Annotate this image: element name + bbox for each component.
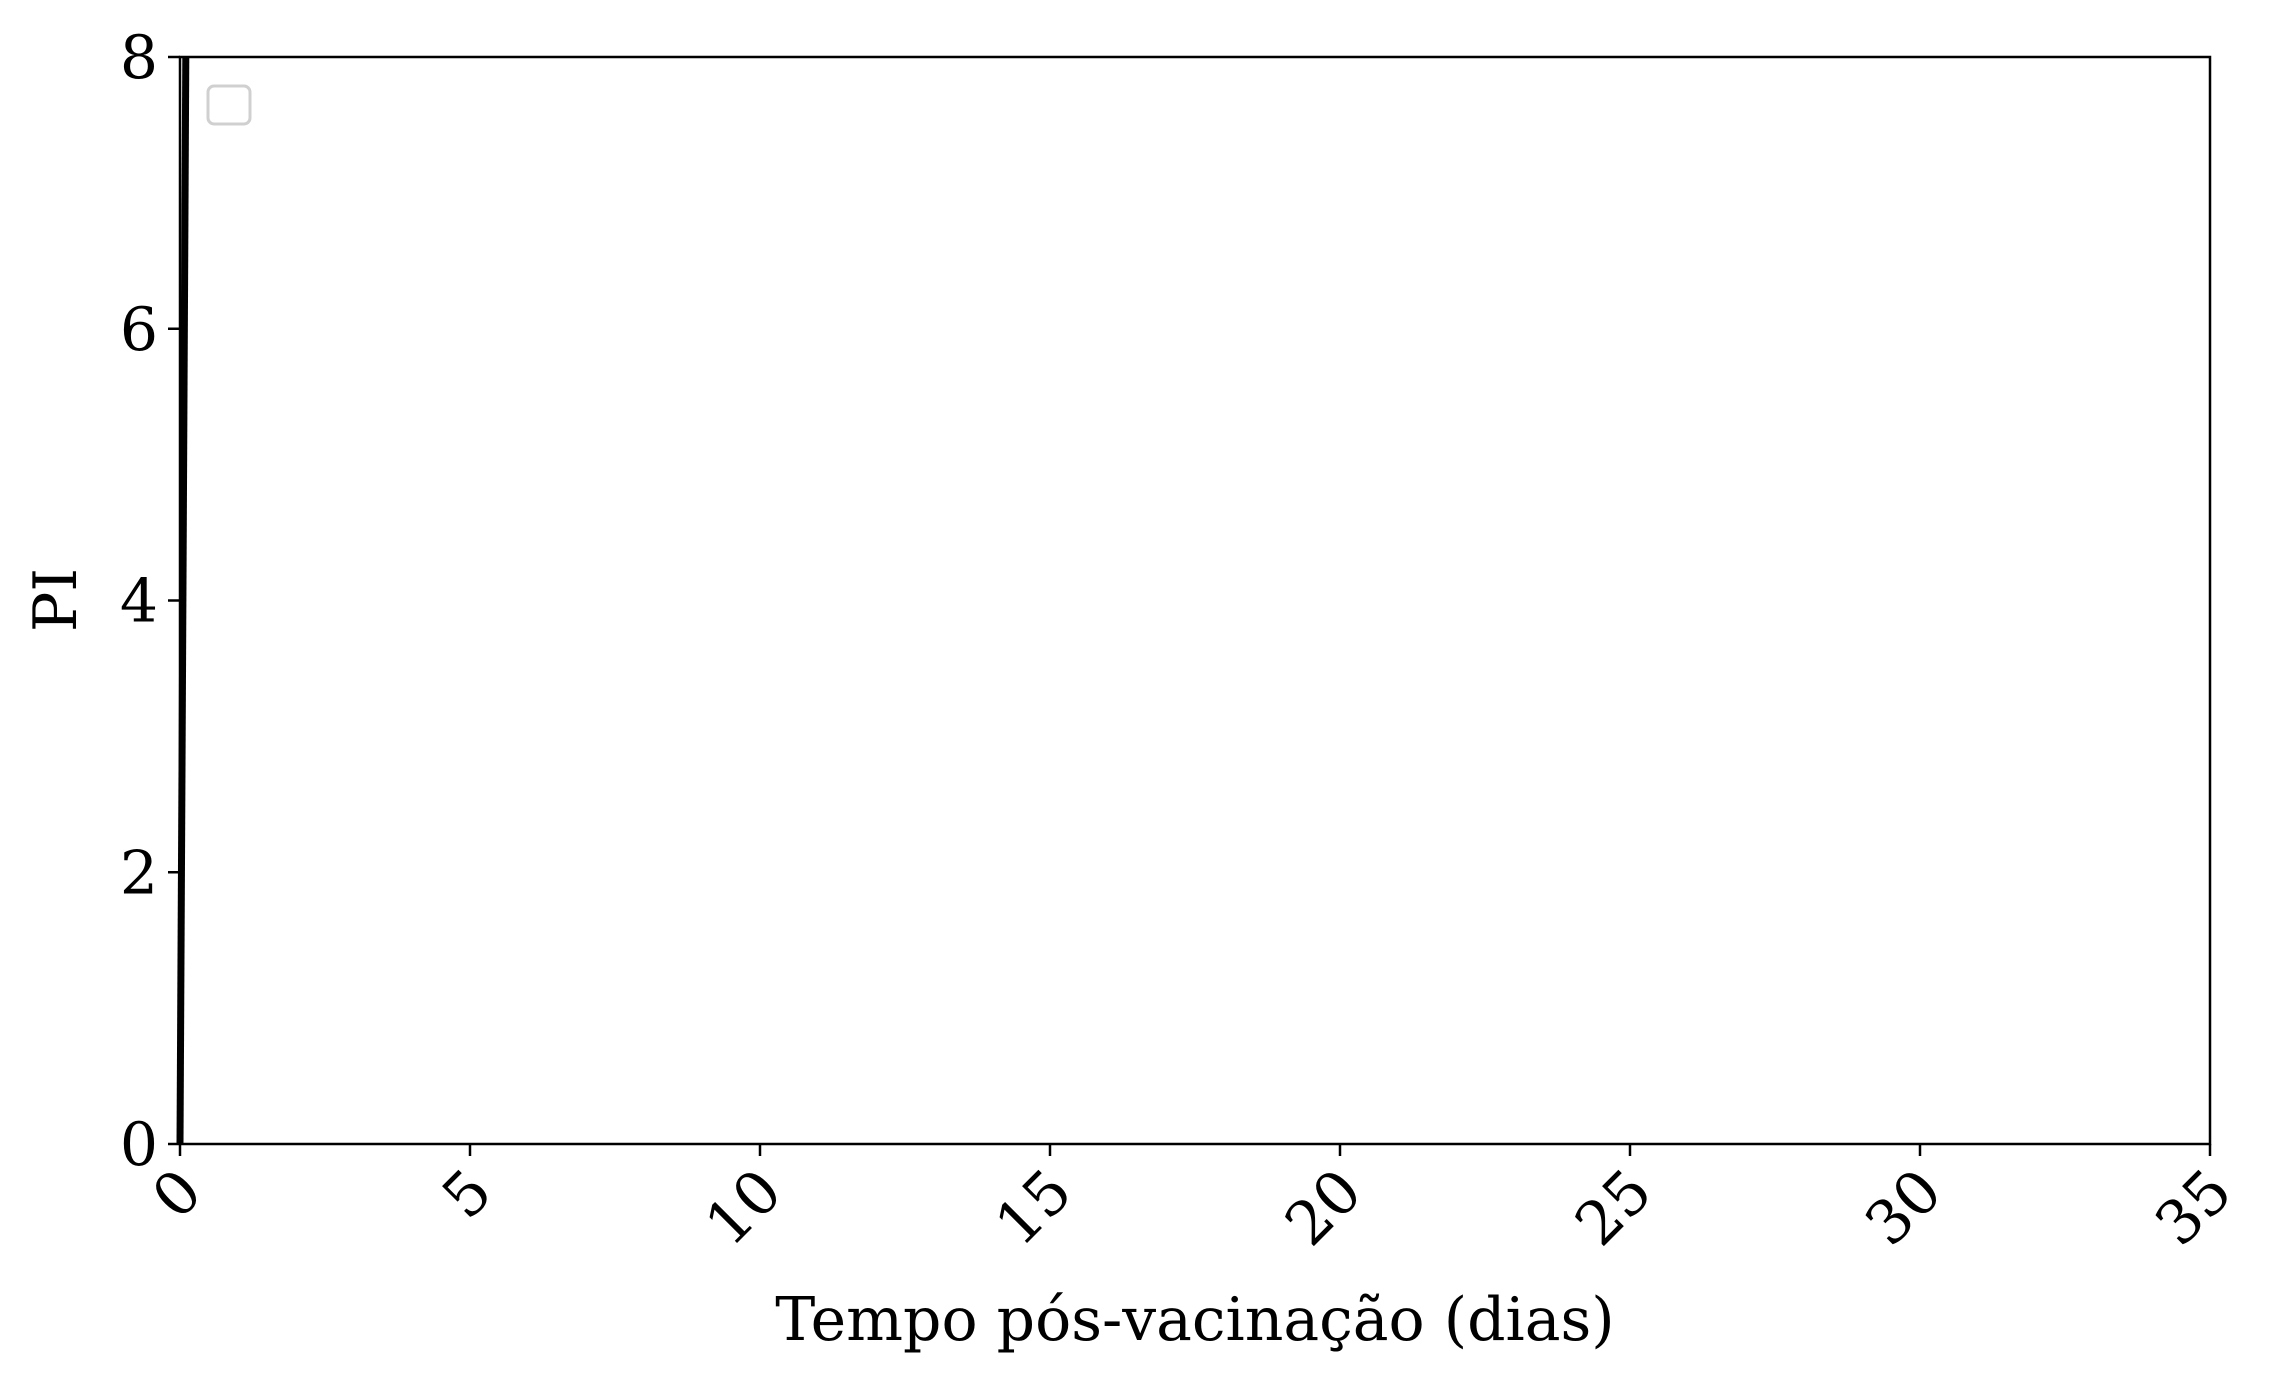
y-axis-label: PI bbox=[21, 568, 91, 632]
y-tick-label: 6 bbox=[120, 295, 158, 365]
y-tick-label: 2 bbox=[120, 838, 158, 908]
y-axis: 0 2 4 6 8 bbox=[120, 23, 180, 1180]
x-axis-label: Tempo pós-vacinação (dias) bbox=[775, 1285, 1614, 1355]
y-tick-label: 8 bbox=[120, 23, 158, 93]
y-tick-label: 0 bbox=[120, 1110, 158, 1180]
legend-box bbox=[206, 84, 252, 126]
y-tick-label: 4 bbox=[120, 567, 158, 637]
